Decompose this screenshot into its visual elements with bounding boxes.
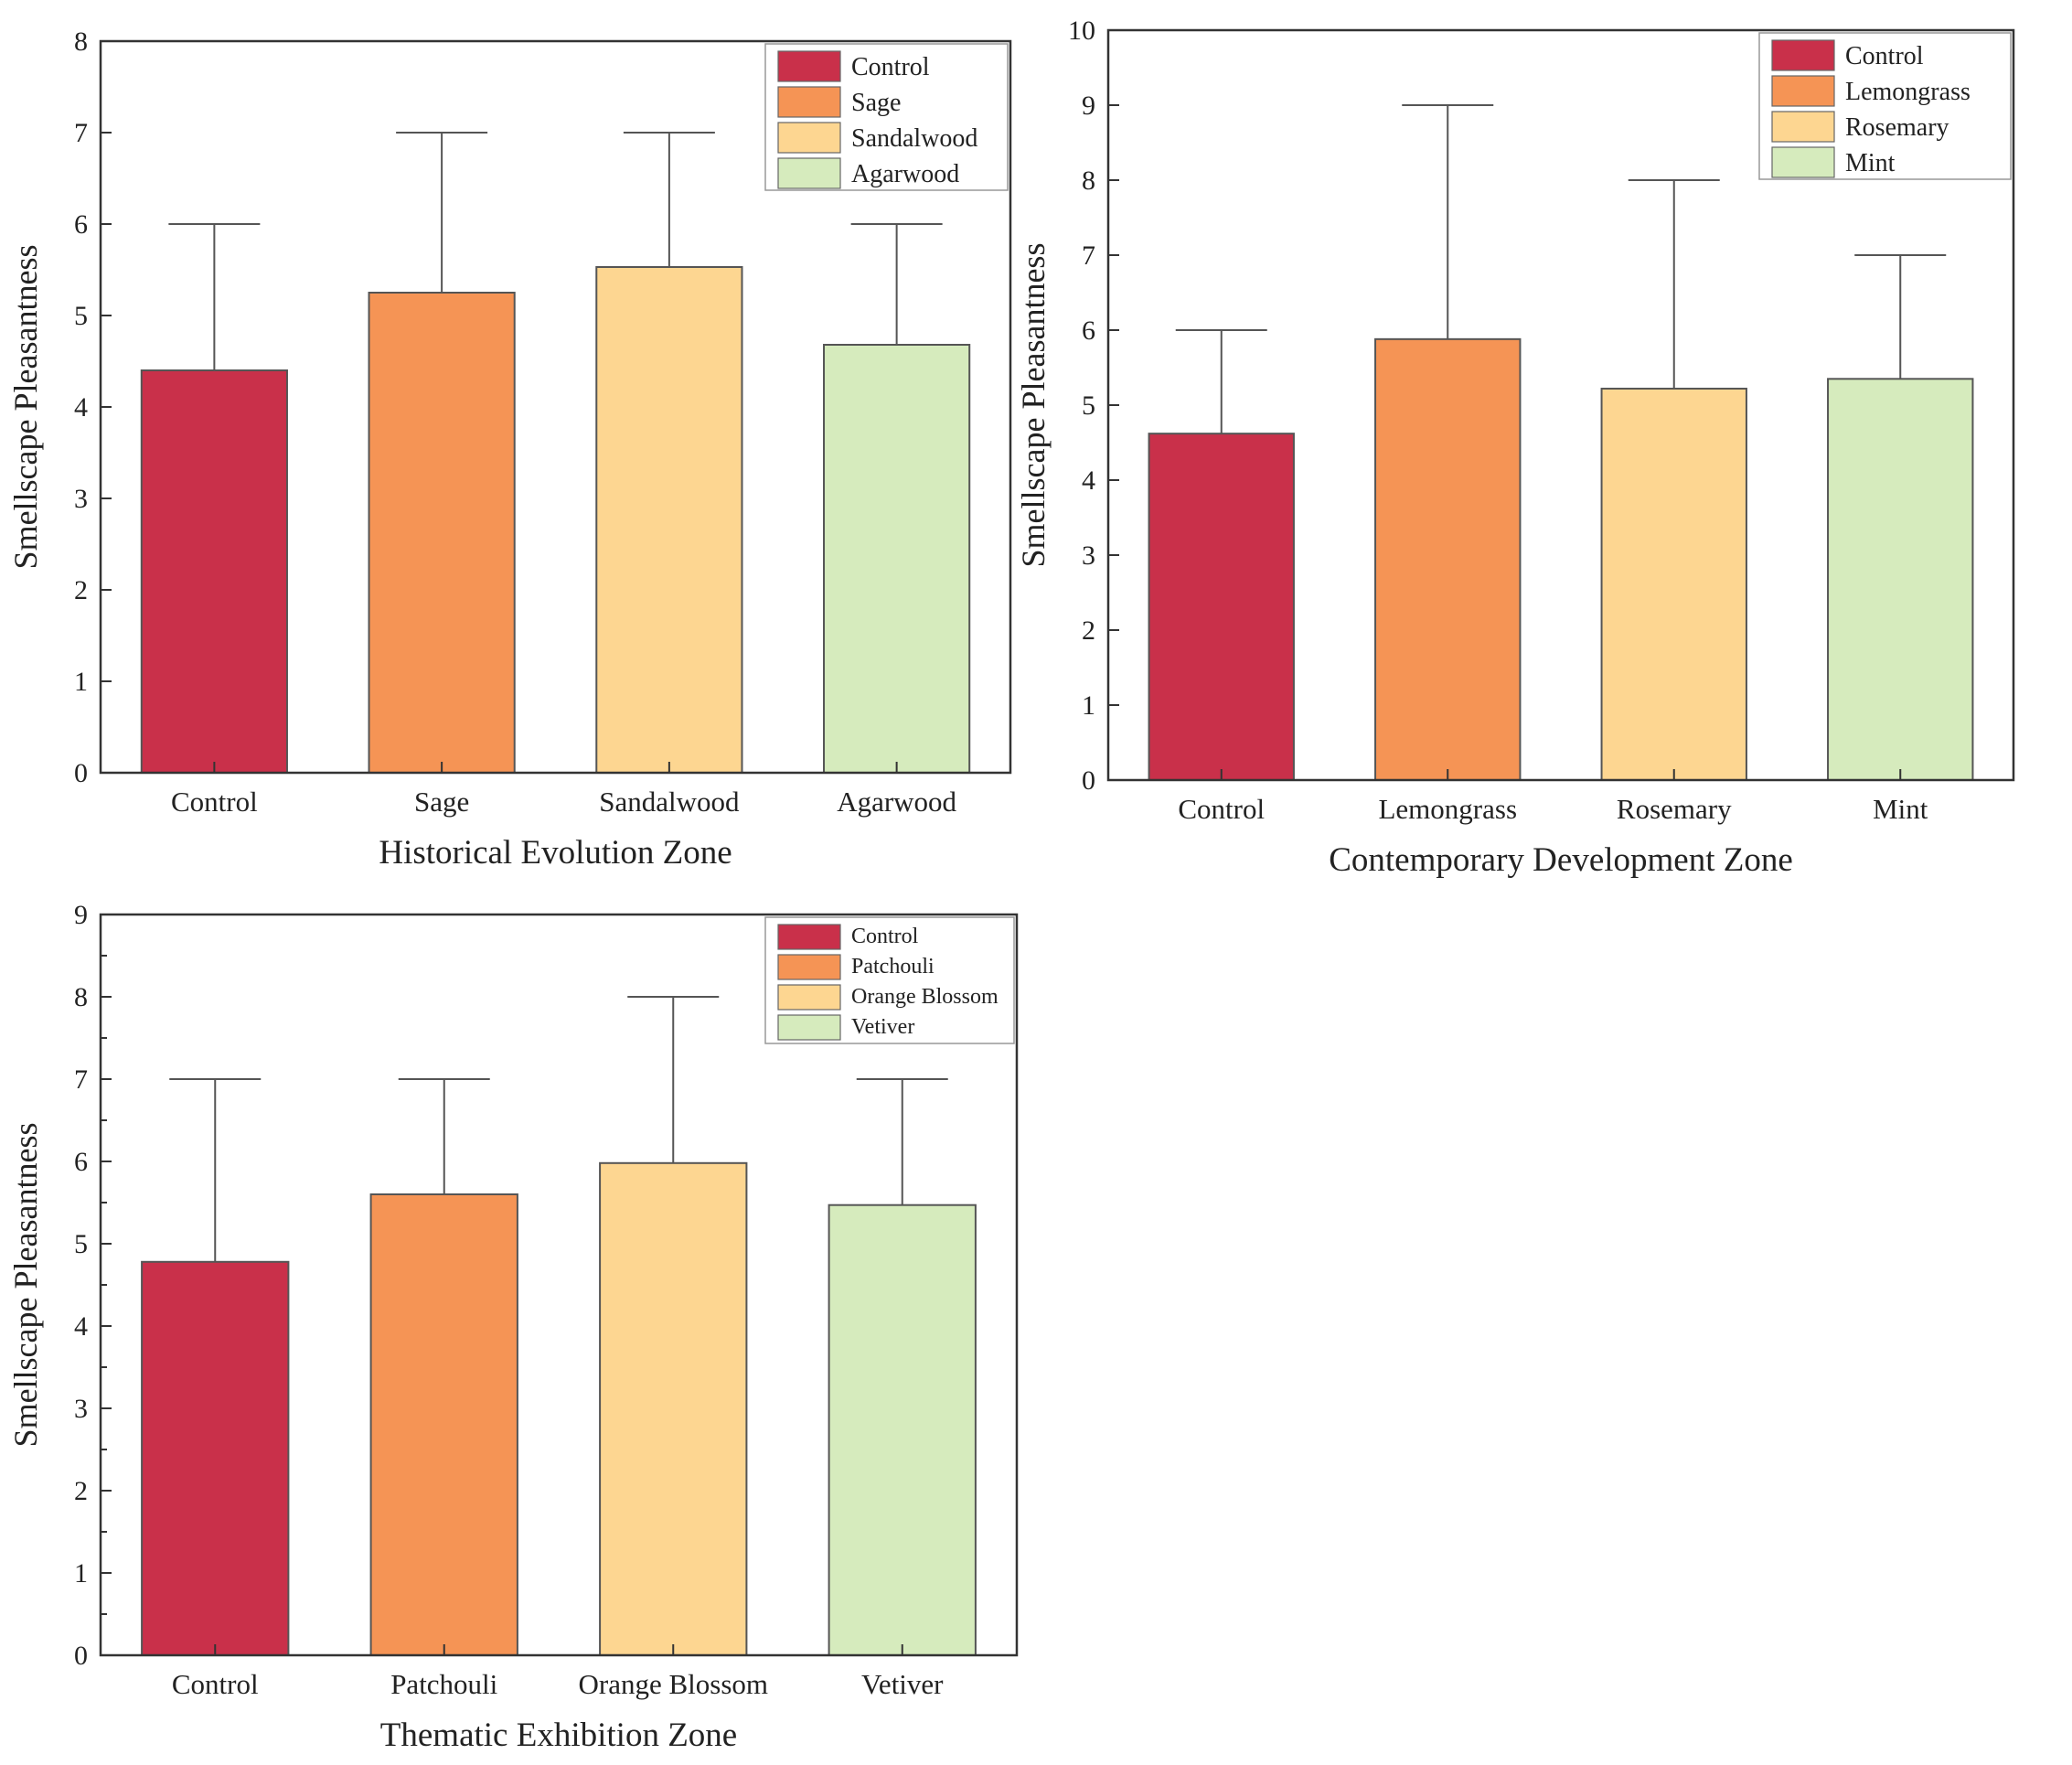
legend-label: Control	[851, 925, 919, 948]
x-tick-label: Orange Blossom	[578, 1668, 768, 1700]
x-tick-label: Agarwood	[837, 786, 956, 818]
x-tick-label: Sage	[414, 786, 469, 818]
y-tick-label: 2	[74, 575, 88, 605]
y-tick-label: 3	[74, 484, 88, 514]
bar-agarwood	[823, 344, 971, 774]
legend-swatch	[777, 1014, 841, 1041]
y-tick-label: 9	[74, 900, 88, 930]
legend-label: Rosemary	[1845, 113, 1949, 142]
y-tick-label: 6	[74, 1147, 88, 1177]
bar-patchouli	[369, 1193, 518, 1656]
y-tick-label: 3	[74, 1394, 88, 1424]
legend-swatch	[1771, 39, 1835, 71]
x-tick-label: Control	[172, 1668, 259, 1700]
y-axis-title: Smellscape Pleasantness	[7, 1123, 44, 1448]
y-tick-label: 0	[74, 1641, 88, 1671]
x-axis-title: Contemporary Development Zone	[1329, 841, 1793, 879]
legend-label: Sandalwood	[851, 124, 977, 153]
y-tick-label: 4	[1082, 465, 1095, 496]
legend-label: Control	[1845, 42, 1924, 70]
legend-label: Vetiver	[851, 1015, 914, 1039]
x-tick-label: Lemongrass	[1378, 793, 1517, 825]
bar-sandalwood	[595, 266, 743, 774]
y-tick-label: 8	[74, 27, 88, 57]
y-tick-label: 1	[74, 667, 88, 697]
x-axis-title: Historical Evolution Zone	[379, 834, 732, 872]
y-axis-title: Smellscape Pleasantness	[7, 245, 44, 570]
legend-label: Control	[851, 53, 930, 81]
chart-panel-3: 0 1 2 3 4 5 6 7 8 9 Control Patchouli Orange Blossom…	[7, 900, 1019, 1754]
legend-swatch	[777, 122, 841, 154]
x-tick-label: Mint	[1873, 793, 1928, 825]
x-tick-label: Patchouli	[390, 1668, 497, 1700]
legend-swatch	[777, 50, 841, 82]
x-tick-label: Control	[1178, 793, 1265, 825]
plot-frame	[1106, 28, 2015, 782]
y-tick-label: 5	[1082, 390, 1095, 421]
y-tick-label: 9	[1082, 91, 1095, 121]
legend-label: Lemongrass	[1845, 78, 1971, 106]
plot-frame	[99, 39, 1012, 775]
y-tick-label: 2	[1082, 615, 1095, 646]
y-axis-title: Smellscape Pleasantness	[1015, 243, 1052, 568]
legend-swatch	[777, 924, 841, 950]
y-tick-label: 1	[74, 1558, 88, 1588]
legend: Control Lemongrass Rosemary Mint	[1758, 32, 2012, 180]
legend-label: Patchouli	[851, 955, 935, 979]
legend-swatch	[777, 157, 841, 189]
bar-control	[141, 1260, 290, 1657]
x-tick-label: Vetiver	[861, 1668, 944, 1700]
y-tick-label: 8	[1082, 166, 1095, 196]
x-tick-label: Rosemary	[1617, 793, 1732, 825]
legend-swatch	[777, 984, 841, 1011]
legend-swatch	[1771, 75, 1835, 107]
y-tick-label: 6	[1082, 316, 1095, 346]
bar-sage	[368, 292, 516, 774]
legend-label: Mint	[1845, 149, 1896, 177]
legend-swatch	[1771, 111, 1835, 143]
y-tick-label: 8	[74, 982, 88, 1012]
bar-orange-blossom	[599, 1161, 748, 1657]
x-axis-title: Thematic Exhibition Zone	[380, 1717, 737, 1754]
y-tick-label: 0	[1082, 765, 1095, 796]
legend-label: Orange Blossom	[851, 985, 999, 1009]
y-tick-label: 7	[1082, 241, 1095, 271]
y-tick-label: 5	[74, 1229, 88, 1259]
bar-rosemary	[1600, 387, 1747, 781]
y-tick-label: 4	[74, 1311, 88, 1342]
legend-label: Agarwood	[851, 160, 959, 188]
bar-mint	[1827, 378, 1974, 781]
bar-control	[1148, 433, 1295, 781]
legend-label: Sage	[851, 89, 901, 117]
chart-panel-2: 0 1 2 3 4 5 6 7 8 9 10 Control Lemongrass Rosemary Min…	[1015, 16, 2015, 879]
legend-swatch	[777, 954, 841, 980]
y-tick-label: 1	[1082, 690, 1095, 721]
bar-lemongrass	[1374, 337, 1522, 781]
legend-swatch	[1771, 146, 1835, 178]
chart-panel-1: 0 1 2 3 4 5 6 7 8 Control Sage Sandalwood Agarwood Hi…	[7, 27, 1012, 872]
y-tick-label: 7	[74, 1064, 88, 1095]
x-tick-label: Control	[171, 786, 258, 818]
plot-frame	[99, 913, 1019, 1657]
bar-vetiver	[828, 1203, 977, 1656]
legend-swatch	[777, 86, 841, 118]
y-tick-label: 2	[74, 1476, 88, 1506]
y-tick-label: 3	[1082, 540, 1095, 571]
bar-control	[140, 369, 288, 774]
y-tick-label: 5	[74, 301, 88, 331]
legend: Control Sage Sandalwood Agarwood	[764, 43, 1009, 191]
y-tick-label: 4	[74, 392, 88, 423]
y-tick-label: 7	[74, 118, 88, 148]
y-tick-label: 10	[1068, 16, 1095, 46]
legend: Control Patchouli Orange Blossom Vetiver	[764, 916, 1015, 1044]
y-tick-label: 0	[74, 758, 88, 788]
x-tick-label: Sandalwood	[599, 786, 740, 818]
y-tick-label: 6	[74, 209, 88, 240]
